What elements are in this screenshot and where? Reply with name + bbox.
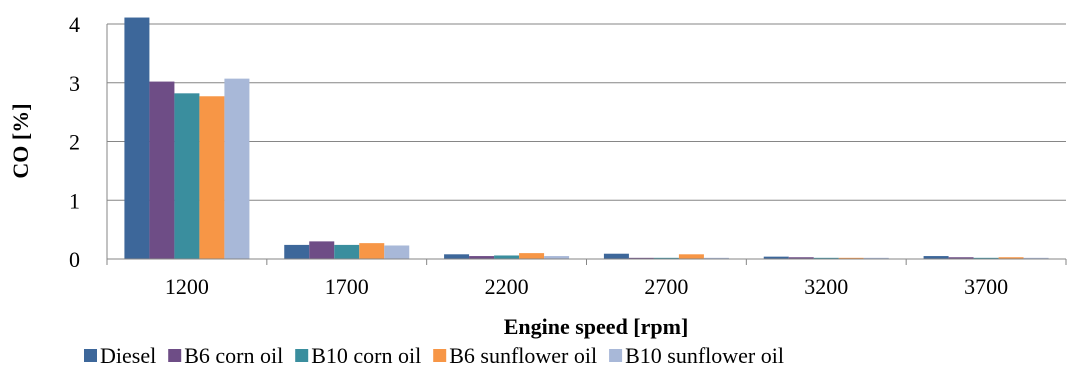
legend-label: B10 corn oil — [311, 343, 421, 368]
bar — [863, 257, 889, 259]
bar — [174, 93, 200, 259]
x-axis-title: Engine speed [rpm] — [504, 314, 689, 339]
legend-swatch — [609, 349, 623, 362]
legend-label: B6 sunflower oil — [449, 343, 597, 368]
x-tick-labels: 1200 1700 2200 2700 3200 3700 — [165, 274, 1008, 299]
x-tick-label: 3700 — [964, 274, 1008, 299]
legend-swatch — [168, 349, 182, 362]
bar — [973, 257, 999, 259]
x-tick-label: 3200 — [804, 274, 848, 299]
bar — [923, 256, 949, 259]
legend-label: B6 corn oil — [184, 343, 283, 368]
y-axis-title: CO [%] — [8, 103, 33, 178]
x-tick-label: 1700 — [325, 274, 369, 299]
y-tick-label: 4 — [69, 12, 80, 37]
x-tick-label: 2700 — [644, 274, 688, 299]
bar — [494, 255, 520, 259]
bar — [1023, 257, 1049, 259]
bars — [124, 17, 1049, 259]
bar — [653, 257, 679, 259]
bar — [469, 256, 495, 259]
bar — [284, 244, 310, 259]
legend-swatch — [84, 349, 97, 362]
legend-swatch — [295, 349, 309, 362]
bar — [149, 81, 175, 259]
legend-label: Diesel — [100, 343, 156, 368]
bar — [788, 257, 814, 259]
y-tick-label: 0 — [69, 247, 80, 272]
gridlines — [107, 23, 1066, 201]
bar — [603, 253, 629, 259]
legend: Diesel B6 corn oil B10 corn oil B6 sunflowe… — [84, 343, 784, 368]
bar — [124, 17, 150, 259]
y-tick-label: 3 — [69, 71, 80, 96]
bar — [309, 241, 335, 259]
x-tick-label: 1200 — [165, 274, 209, 299]
y-tick-label: 1 — [69, 188, 80, 213]
bar — [544, 256, 570, 259]
bar — [199, 96, 225, 259]
bar — [519, 253, 545, 259]
y-tick-label: 2 — [69, 130, 80, 155]
bar — [334, 244, 360, 259]
bar — [628, 257, 654, 259]
axes — [106, 24, 1067, 265]
legend-swatch — [433, 349, 447, 362]
bar — [998, 257, 1024, 259]
bar — [384, 245, 410, 259]
legend-label: B10 sunflower oil — [625, 343, 784, 368]
bar — [838, 257, 864, 259]
y-tick-labels: 0 1 2 3 4 — [69, 12, 80, 272]
bar — [678, 254, 704, 259]
bar — [813, 257, 839, 259]
bar — [703, 257, 729, 259]
bar — [444, 254, 470, 259]
bar — [948, 257, 974, 259]
bar — [763, 256, 789, 259]
bar — [359, 243, 385, 259]
bar — [224, 78, 250, 259]
x-tick-label: 2200 — [485, 274, 529, 299]
